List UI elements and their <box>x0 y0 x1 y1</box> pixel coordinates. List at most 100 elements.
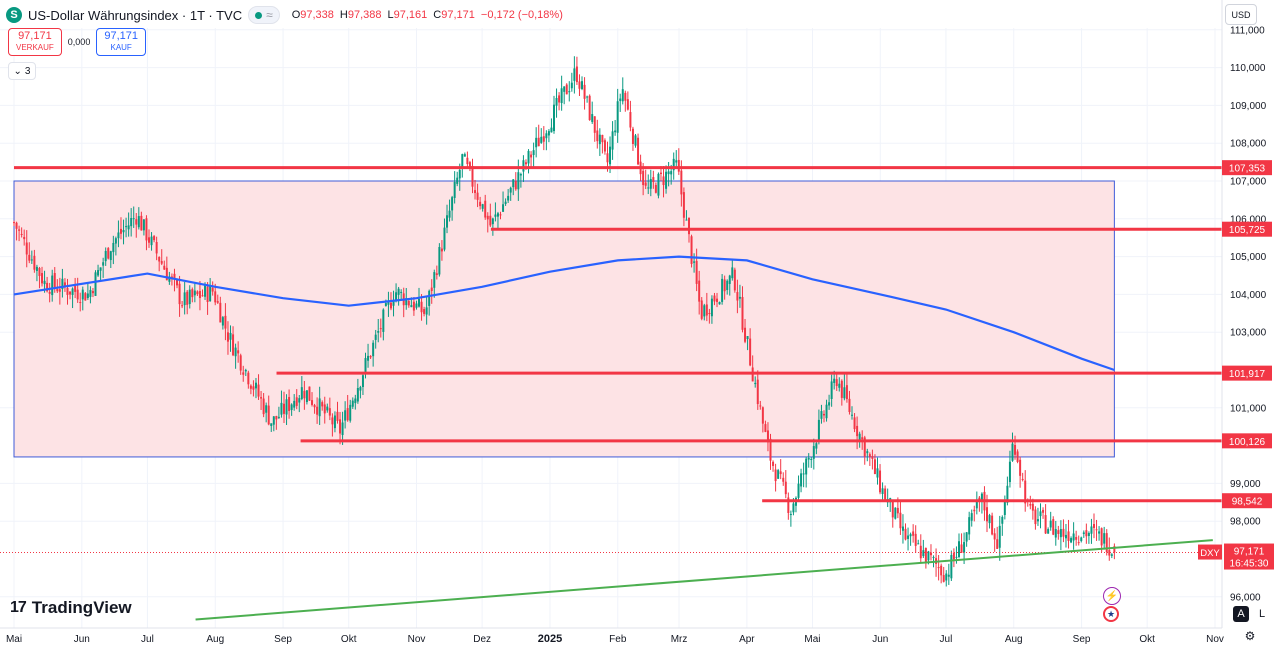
candle-body <box>1049 520 1052 528</box>
candle-body <box>894 507 897 519</box>
candle-body <box>323 404 326 414</box>
tradingview-logo[interactable]: 17 TradingView <box>10 598 132 618</box>
price-tick-label: 105,000 <box>1230 252 1267 263</box>
candle-body <box>433 272 436 288</box>
candle-body <box>94 272 97 296</box>
candle-body <box>552 104 555 132</box>
candle-body <box>998 525 1001 548</box>
candle-body <box>458 169 461 179</box>
candle-body <box>122 230 125 233</box>
candle-body <box>35 266 38 271</box>
sell-button[interactable]: 97,171 VERKAUF <box>8 28 62 56</box>
candle-body <box>695 260 698 284</box>
candle-body <box>293 400 296 408</box>
time-tick-label: Mai <box>804 634 820 645</box>
candle-body <box>79 302 82 304</box>
status-pill[interactable]: ≈ <box>248 6 280 24</box>
price-axis[interactable]: 111,000 110,000 109,000 108,000 107,000 106,0… <box>1198 0 1280 650</box>
candle-body <box>614 130 617 133</box>
candle-body <box>423 309 426 314</box>
candle-body <box>351 400 354 407</box>
candle-body <box>191 289 194 298</box>
candle-body <box>1064 534 1067 539</box>
auto-scale-button[interactable]: A <box>1233 606 1249 622</box>
countdown-label: 16:45:30 <box>1230 559 1269 570</box>
candle-body <box>173 273 176 279</box>
candle-body <box>1036 519 1039 522</box>
lightning-event-icon[interactable]: ⚡ <box>1103 587 1121 605</box>
candle-body <box>848 398 851 413</box>
candle-body <box>407 300 410 306</box>
candle-body <box>397 288 400 295</box>
low-label: L <box>387 9 394 21</box>
candle-body <box>119 228 122 234</box>
buy-button[interactable]: 97,171 KAUF <box>96 28 146 56</box>
us-flag-event-icon[interactable]: ★ <box>1103 606 1119 622</box>
candle-body <box>1092 524 1095 528</box>
price-tick-label: 106,000 <box>1230 214 1267 225</box>
candle-body <box>496 213 499 217</box>
candle-body <box>341 422 344 436</box>
candle-body <box>252 386 255 390</box>
candle-body <box>1087 532 1090 536</box>
candle-body <box>58 289 61 292</box>
currency-button[interactable]: USD <box>1225 4 1257 25</box>
candle-body <box>1054 529 1057 538</box>
candle-body <box>858 433 861 440</box>
candle-body <box>183 292 186 306</box>
candle-body <box>438 246 441 275</box>
time-axis[interactable]: Mai Jun Jul Aug Sep Okt Nov Dez 2025 Feb Mrz Apr Mai… <box>0 627 1224 645</box>
log-scale-button[interactable]: L <box>1258 608 1266 620</box>
gear-icon[interactable]: ⚙ <box>1244 629 1256 643</box>
candle-body <box>542 136 545 142</box>
candle-body <box>802 473 805 475</box>
tradingview-logo-icon: 17 <box>10 599 27 616</box>
candle-body <box>591 114 594 122</box>
candle-body <box>494 214 497 217</box>
time-tick-label: Mai <box>6 634 22 645</box>
candle-body <box>914 533 917 546</box>
candle-body <box>150 236 153 246</box>
candle-body <box>1080 537 1083 541</box>
candle-body <box>474 190 477 193</box>
candle-body <box>851 414 854 416</box>
candle-body <box>76 289 79 300</box>
indicator-toggle-button[interactable]: ⌄ 3 <box>8 62 36 80</box>
candle-body <box>476 192 479 200</box>
candle-body <box>461 154 464 167</box>
candle-body <box>575 66 578 83</box>
candle-body <box>20 233 23 235</box>
candle-body <box>603 140 606 152</box>
symbol-tag-label: DXY <box>1200 548 1220 559</box>
candle-body <box>840 380 843 398</box>
symbol-title[interactable]: US-Dollar Währungsindex · 1T · TVC <box>28 7 243 23</box>
level-price-label: 98,542 <box>1232 497 1263 508</box>
candle-body <box>896 507 899 514</box>
candle-body <box>142 219 145 231</box>
candle-body <box>188 289 191 305</box>
candle-body <box>672 158 675 171</box>
candle-body <box>761 407 764 424</box>
candle-body <box>484 200 487 218</box>
trendline[interactable] <box>195 539 1213 621</box>
candle-body <box>30 259 33 261</box>
candle-body <box>942 575 945 582</box>
candle-body <box>629 112 632 128</box>
candle-body <box>733 269 736 291</box>
candle-body <box>690 236 693 264</box>
candle-body <box>970 513 973 521</box>
candle-body <box>843 387 846 399</box>
candle-body <box>260 397 263 399</box>
candle-body <box>619 98 622 101</box>
candle-body <box>744 327 747 342</box>
candle-body <box>137 216 140 228</box>
candle-body <box>23 236 26 240</box>
candle-body <box>170 276 173 278</box>
level-price-label: 107,353 <box>1229 164 1266 175</box>
candle-body <box>63 282 66 288</box>
candle-body <box>873 459 876 475</box>
candle-body <box>377 330 380 333</box>
candle-body <box>716 298 719 302</box>
level-price-tag <box>1222 160 1272 176</box>
